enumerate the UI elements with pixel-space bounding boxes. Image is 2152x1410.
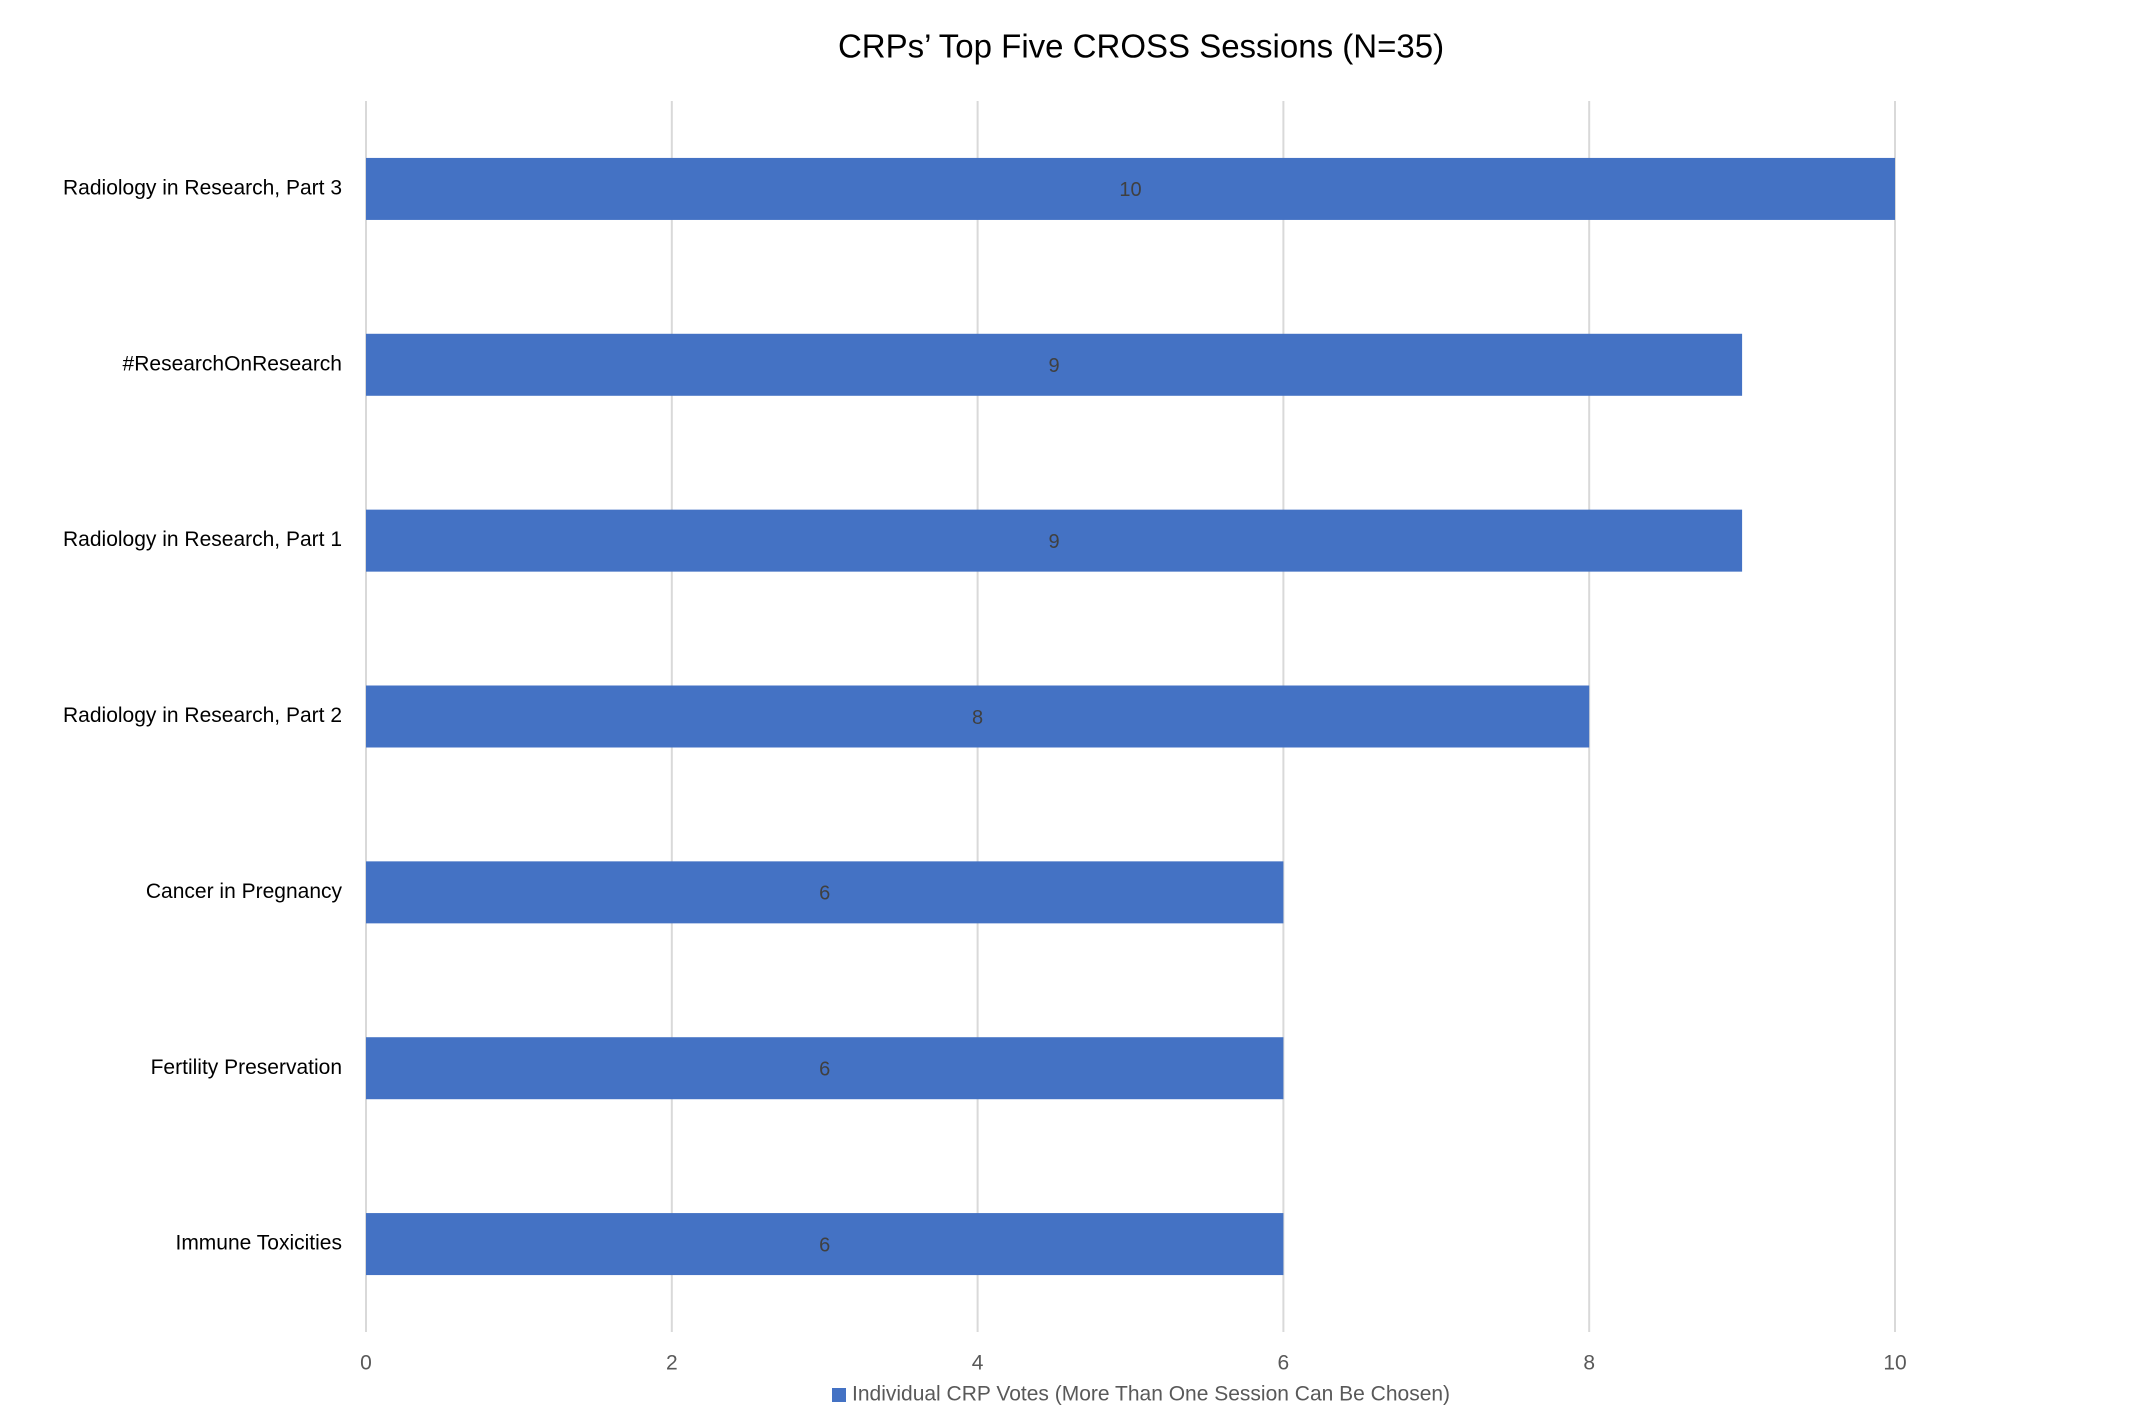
data-label: 10 xyxy=(1119,179,1141,201)
x-tick-label: 8 xyxy=(1583,1352,1595,1375)
y-tick-label: Radiology in Research, Part 2 xyxy=(63,704,342,727)
data-label: 9 xyxy=(1048,531,1059,553)
bar xyxy=(366,685,1590,748)
x-tick-label: 0 xyxy=(360,1352,372,1375)
data-label: 6 xyxy=(819,1058,830,1080)
x-tick-label: 6 xyxy=(1278,1352,1290,1375)
bar xyxy=(366,509,1743,572)
x-tick-label: 4 xyxy=(972,1352,984,1375)
y-tick-label: Fertility Preservation xyxy=(151,1056,342,1079)
data-label: 6 xyxy=(819,883,830,905)
y-tick-label: Cancer in Pregnancy xyxy=(146,880,343,903)
legend-swatch xyxy=(832,1388,846,1402)
data-label: 8 xyxy=(972,707,983,729)
bar xyxy=(366,861,1284,924)
chart-title: CRPs’ Top Five CROSS Sessions (N=35) xyxy=(838,28,1444,65)
bar xyxy=(366,157,1895,220)
bar xyxy=(366,1037,1284,1100)
bar xyxy=(366,333,1743,396)
bar xyxy=(366,1213,1284,1276)
data-label: 6 xyxy=(819,1234,830,1256)
y-tick-label: Radiology in Research, Part 1 xyxy=(63,528,342,551)
data-label: 9 xyxy=(1048,355,1059,377)
y-tick-label: Immune Toxicities xyxy=(175,1232,342,1255)
legend-label: Individual CRP Votes (More Than One Sess… xyxy=(852,1383,1450,1406)
y-tick-label: Radiology in Research, Part 3 xyxy=(63,176,342,199)
x-tick-label: 2 xyxy=(666,1352,678,1375)
y-tick-label: #ResearchOnResearch xyxy=(123,352,342,375)
x-tick-label: 10 xyxy=(1883,1352,1906,1375)
